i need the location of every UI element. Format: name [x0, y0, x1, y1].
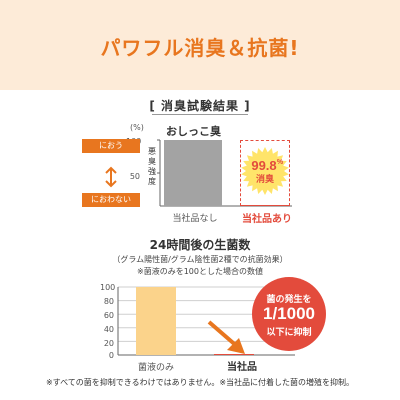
bac-tick-80: 80: [103, 297, 114, 306]
odor-axis-name: 悪臭強度: [148, 147, 156, 186]
burst-unit: %: [277, 159, 284, 166]
odor-chart-title: おしっこ臭: [166, 125, 221, 138]
down-arrow-icon: [207, 320, 245, 354]
bac-cat-our-product: 当社品: [227, 362, 257, 373]
footer-note: ※すべての菌を抑制できるわけではありません。※当社品に付着した菌の増殖を抑制。: [45, 378, 355, 387]
bacteria-note: ※菌液のみを100とした場合の数値: [137, 267, 263, 276]
odor-cat-with: 当社品あり: [242, 214, 292, 225]
no-smell-badge: におわない: [82, 193, 140, 207]
bacteria-title: 24時間後の生菌数: [149, 238, 251, 252]
starburst-badge: 99.8 % 消臭: [241, 147, 289, 195]
bacteria-subtitle: （グラム陽性菌/グラム陰性菌2種での抗菌効果）: [112, 255, 288, 264]
bac-tick-40: 40: [103, 325, 114, 334]
bac-cat-liquid-only: 菌液のみ: [137, 363, 174, 373]
odor-unit-label: (%): [130, 123, 144, 132]
burst-value: 99.8: [251, 158, 276, 173]
bac-tick-0: 0: [108, 351, 114, 360]
double-arrow-icon: [105, 166, 117, 188]
odor-section-underline: [152, 114, 248, 115]
header-title: パワフル消臭＆抗菌!: [100, 36, 300, 60]
circle-line1: 菌の発生を: [266, 295, 312, 305]
bac-bar-liquid-only: [136, 287, 176, 355]
circle-line2: 以下に抑制: [266, 328, 312, 338]
odor-cat-without: 当社品なし: [172, 214, 218, 224]
odor-bar-without-product: [164, 140, 222, 206]
bac-tick-100: 100: [100, 283, 116, 292]
bac-tick-20: 20: [103, 339, 114, 348]
burst-caption: 消臭: [256, 173, 275, 184]
smell-badge: におう: [82, 139, 140, 153]
circle-big-value: 1/1000: [263, 304, 315, 323]
reduction-circle: 菌の発生を 1/1000 以下に抑制: [252, 277, 326, 351]
bac-bar-our-product: [214, 353, 254, 355]
odor-bar-with-product: [242, 205, 288, 206]
odor-section-title: [ 消臭試験結果 ]: [149, 99, 251, 113]
bac-tick-60: 60: [103, 311, 114, 320]
odor-tick-50: 50: [129, 172, 140, 181]
header-banner: パワフル消臭＆抗菌!: [0, 0, 400, 90]
